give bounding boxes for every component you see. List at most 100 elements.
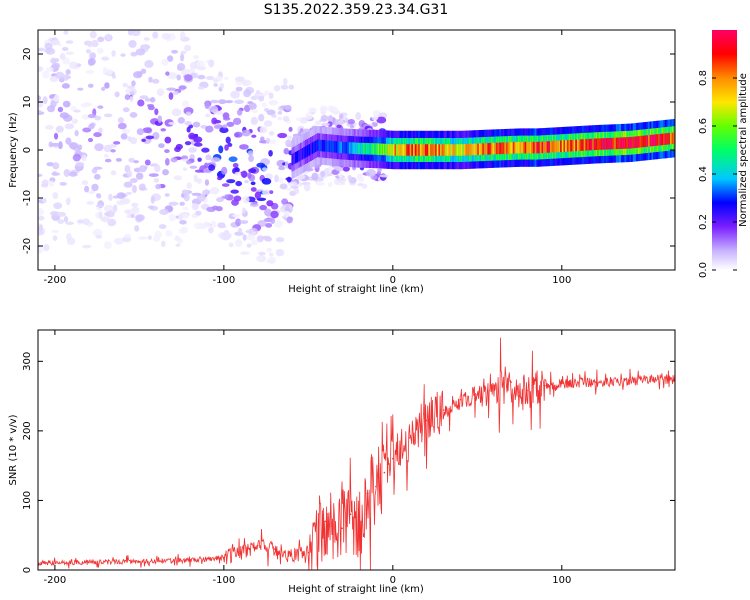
spectrogram-cell (166, 87, 177, 91)
spectrogram-ridge-cell (438, 144, 441, 156)
spectrogram-cell (224, 100, 234, 104)
spectrogram-cell (130, 213, 135, 219)
snr-point (628, 379, 631, 382)
spectrogram-cell (46, 66, 54, 73)
spectrogram-cell (239, 144, 249, 150)
spectrogram-cell (180, 31, 186, 40)
spectrogram-cell (219, 127, 229, 134)
spectrogram-cell (154, 164, 161, 173)
spectrogram-cell (208, 164, 216, 171)
spectrogram-cell (184, 141, 192, 146)
spectrogram-ridge-cell (583, 139, 586, 151)
spectrogram-cell (161, 58, 169, 66)
spectrogram-cell (275, 248, 285, 257)
spectrogram-cell (42, 197, 47, 203)
spectrogram-cell (219, 82, 225, 89)
spectrogram-cell (233, 117, 242, 125)
spectrogram-cell (123, 181, 133, 188)
spectrogram-cell (168, 201, 179, 206)
spectrogram-cell (205, 125, 214, 133)
spectrogram-ridge-cell (465, 144, 468, 156)
spectrogram-cell (93, 173, 101, 180)
spectrogram-ridge-cell (325, 140, 328, 152)
spectrogram-cell (201, 190, 207, 196)
spectrogram-ridge-cell (453, 144, 456, 156)
spectrogram-ridge-cell (304, 146, 308, 158)
spectrogram-ridge-cell (637, 136, 641, 148)
spectrogram-ridge-cell (634, 136, 637, 149)
spectrogram-cell (154, 108, 159, 116)
spectrogram-cell (104, 158, 112, 163)
spectrogram-cell (57, 219, 65, 224)
spectrogram-ridge-cell (597, 138, 600, 150)
spectrogram-ridge-cell (512, 142, 515, 154)
spectrogram-ridge-cell (600, 138, 603, 150)
spectrogram-cell (366, 168, 376, 177)
spectrogram-cell (64, 123, 75, 130)
spectrogram-cell (104, 82, 110, 89)
spectrogram-cell (234, 231, 244, 236)
spectrogram-ridge-cell (326, 140, 330, 152)
spectrogram-cell (146, 103, 155, 108)
spectrogram-cell (73, 109, 81, 113)
spectrogram-cell (137, 99, 145, 107)
spectrogram-cell (81, 154, 87, 162)
spectrogram-ridge-cell (533, 141, 536, 154)
spectrogram-cell (287, 181, 298, 187)
spectrogram-cell (129, 179, 134, 183)
spectrogram-cell (222, 117, 231, 121)
colorbar: 0.0 0.2 0.4 0.6 0.8 Normalized spectral ampl… (698, 30, 749, 278)
spectrogram-cell (185, 111, 192, 116)
spectrogram-cell (222, 124, 227, 129)
spectrogram-ridge-cell (620, 137, 624, 149)
spectrogram-cell (265, 137, 271, 144)
spectrogram-ridge-cell (588, 138, 592, 151)
snr-panel: -200 -100 0 100 0 100 200 300 Height of straig… (8, 329, 676, 595)
spectrogram-cell (100, 216, 110, 223)
colorbar-tick-label: 0.6 (698, 118, 709, 134)
spectrogram-cell (183, 193, 190, 202)
spectrogram-cell (235, 218, 242, 227)
spectrogram-ridge-cell (492, 142, 495, 155)
spectrogram-cell (266, 247, 273, 253)
spectrogram-cell (248, 102, 257, 110)
spectrogram-cell (204, 101, 210, 110)
spectrogram-cell (143, 165, 148, 170)
spectrogram-cell (197, 86, 205, 90)
spectrogram-cell (49, 180, 55, 187)
snr-point (349, 513, 352, 516)
snr-point (366, 492, 369, 495)
spectrogram-y-tick-label: -20 (22, 238, 33, 254)
spectrogram-cell (189, 134, 198, 139)
spectrogram-cell (65, 221, 75, 226)
spectrogram-cell (127, 136, 132, 142)
spectrogram-ridge-cell (514, 142, 517, 154)
spectrogram-cell (217, 176, 223, 181)
spectrogram-cell (178, 213, 183, 221)
spectrogram-cell (371, 116, 379, 121)
spectrogram-ridge-cell (551, 140, 554, 153)
spectrogram-cell (250, 116, 258, 125)
spectrogram-cell (208, 105, 219, 113)
spectrogram-ridge-cell (482, 143, 485, 155)
spectrogram-cell (250, 95, 259, 100)
spectrogram-x-tick-label: 0 (390, 275, 396, 286)
snr-x-tick-label: 100 (552, 575, 571, 586)
spectrogram-cell (284, 206, 290, 212)
spectrogram-ridge-cell (369, 143, 372, 155)
spectrogram-ridge-cell (484, 143, 487, 155)
spectrogram-cell (311, 172, 319, 181)
spectrogram-ridge-cell (541, 141, 544, 154)
spectrogram-cell (54, 58, 60, 62)
spectrogram-ridge-cell (364, 142, 367, 155)
spectrogram-cell (258, 113, 265, 122)
spectrogram-ridge-cell (401, 144, 404, 156)
spectrogram-ridge-cell (590, 138, 593, 151)
spectrogram-ridge-cell (416, 144, 419, 156)
spectrogram-cell (63, 30, 69, 35)
spectrogram-cell (56, 211, 67, 217)
spectrogram-cell (193, 174, 198, 183)
spectrogram-ridge-cell (631, 136, 634, 149)
spectrogram-ridge-cell (335, 141, 338, 153)
spectrogram-ridge-cell (646, 135, 649, 147)
